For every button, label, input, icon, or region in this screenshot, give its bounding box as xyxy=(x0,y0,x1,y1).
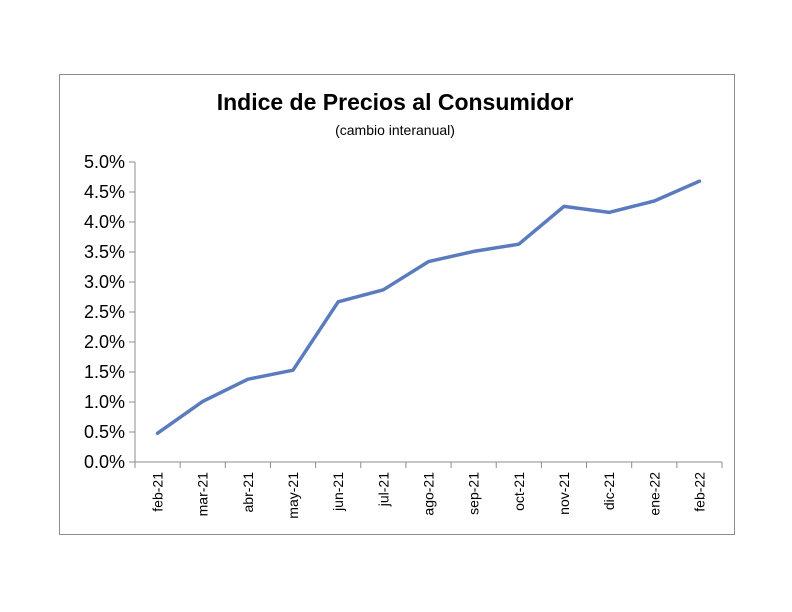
y-tick-label: 0.0% xyxy=(84,452,125,472)
chart-frame xyxy=(59,74,735,535)
x-tick-label: nov-21 xyxy=(556,472,572,515)
data-series xyxy=(155,179,702,435)
y-tick-labels: 0.0% 0.5% 1.0% 1.5% 2.0% 2.5% 3.0% 3.5% 4.0% 4.5%… xyxy=(84,152,125,472)
x-tick-label: may-21 xyxy=(285,472,301,519)
y-tick-label: 5.0% xyxy=(84,152,125,172)
chart-title: Indice de Precios al Consumidor xyxy=(217,89,574,115)
x-tick-label: dic-21 xyxy=(601,472,617,510)
series-line xyxy=(155,179,702,435)
x-tick-label: ene-22 xyxy=(646,472,662,516)
y-tick-label: 3.5% xyxy=(84,242,125,262)
x-tick-label: mar-21 xyxy=(195,472,211,517)
x-tick-label: feb-21 xyxy=(150,472,166,512)
y-tick-label: 4.5% xyxy=(84,182,125,202)
chart-subtitle: (cambio interanual) xyxy=(335,122,455,138)
x-tick-label: jul-21 xyxy=(375,472,391,507)
x-tick-labels: feb-21 mar-21 abr-21 may-21 jun-21 jul-21 ago-… xyxy=(150,472,708,519)
y-tick-label: 4.0% xyxy=(84,212,125,232)
y-tick-label: 1.5% xyxy=(84,362,125,382)
x-tick-label: feb-22 xyxy=(691,472,707,512)
axes xyxy=(129,161,723,468)
y-tick-label: 2.0% xyxy=(84,332,125,352)
x-tick-label: sep-21 xyxy=(466,472,482,515)
y-tick-label: 3.0% xyxy=(84,272,125,292)
y-tick-label: 1.0% xyxy=(84,392,125,412)
x-tick-label: ago-21 xyxy=(421,472,437,516)
x-tick-label: jun-21 xyxy=(330,472,346,512)
y-tick-label: 2.5% xyxy=(84,302,125,322)
y-tick-label: 0.5% xyxy=(84,422,125,442)
x-tick-label: abr-21 xyxy=(240,472,256,513)
x-tick-label: oct-21 xyxy=(511,472,527,511)
